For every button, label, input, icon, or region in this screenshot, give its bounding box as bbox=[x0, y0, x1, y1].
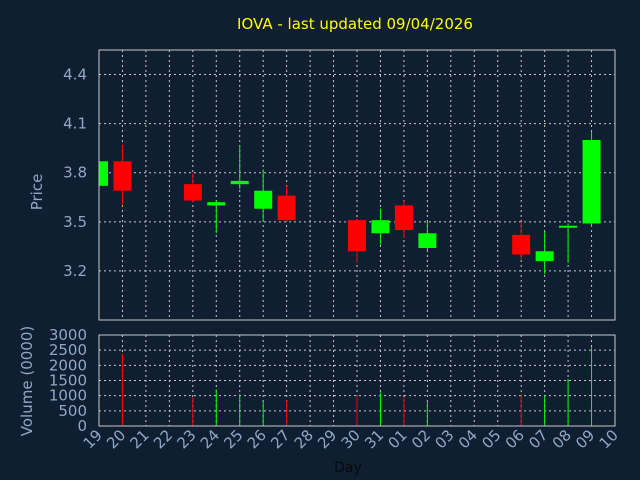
candle-07 bbox=[535, 231, 554, 275]
x-tick-label: 09 bbox=[572, 426, 598, 452]
volume-bars bbox=[121, 347, 593, 426]
volume-axis-title: Volume (0000) bbox=[18, 326, 36, 436]
volume-tick-label: 2500 bbox=[49, 341, 87, 359]
price-tick-label: 4.1 bbox=[63, 115, 87, 133]
candle-30 bbox=[348, 218, 366, 263]
volume-panel-frame bbox=[98, 334, 616, 427]
candle-27 bbox=[277, 185, 296, 222]
volume-tick-label: 2000 bbox=[49, 356, 87, 374]
candle-body bbox=[394, 205, 413, 230]
volume-tick-label: 1000 bbox=[49, 387, 87, 405]
candle-body bbox=[254, 190, 273, 209]
price-tick-label: 3.5 bbox=[63, 213, 87, 231]
x-tick-label: 31 bbox=[361, 426, 387, 452]
candle-23 bbox=[183, 172, 202, 203]
price-grid bbox=[98, 50, 616, 320]
candle-02 bbox=[418, 221, 437, 252]
x-tick-label: 29 bbox=[314, 426, 340, 452]
x-tick-label: 30 bbox=[338, 426, 364, 452]
x-tick-label: 22 bbox=[150, 426, 176, 452]
candle-body bbox=[230, 180, 249, 185]
x-tick-label: 25 bbox=[220, 426, 246, 452]
candle-body bbox=[99, 161, 108, 186]
price-tick-labels: 3.2 3.5 3.8 4.1 4.4 bbox=[63, 66, 87, 280]
candle-26 bbox=[254, 169, 273, 222]
candle-body bbox=[418, 233, 437, 248]
candle-06 bbox=[512, 221, 531, 260]
x-tick-label: 23 bbox=[173, 426, 199, 452]
candle-body bbox=[582, 140, 601, 224]
candle-24 bbox=[207, 200, 226, 234]
x-tick-label: 27 bbox=[267, 426, 293, 452]
candle-08 bbox=[559, 223, 578, 263]
candle-01 bbox=[394, 200, 413, 239]
candle-09 bbox=[582, 131, 601, 227]
x-axis-title: Day bbox=[334, 460, 362, 476]
x-tick-label: 10 bbox=[596, 426, 622, 452]
volume-tick-label: 0 bbox=[77, 417, 87, 435]
x-tick-label: 07 bbox=[525, 426, 551, 452]
candle-body bbox=[207, 202, 226, 206]
x-tick-label: 21 bbox=[127, 426, 153, 452]
candle-31 bbox=[371, 208, 390, 245]
volume-tick-label: 1500 bbox=[49, 372, 87, 390]
price-candles bbox=[98, 131, 601, 275]
candle-body bbox=[371, 220, 390, 234]
candle-body bbox=[183, 184, 202, 201]
x-tick-label: 06 bbox=[502, 426, 528, 452]
x-tick-label: 08 bbox=[549, 426, 575, 452]
candle-body bbox=[559, 225, 578, 228]
candle-body bbox=[512, 234, 531, 255]
price-tick-label: 3.8 bbox=[63, 164, 87, 182]
x-tick-labels: 1920212223242526272829303101020304050607… bbox=[80, 426, 622, 452]
volume-tick-label: 500 bbox=[58, 402, 87, 420]
candle-body bbox=[535, 251, 554, 262]
price-tick-label: 4.4 bbox=[63, 66, 87, 84]
candle-body bbox=[113, 161, 132, 191]
x-tick-label: 04 bbox=[455, 426, 481, 452]
x-tick-label: 24 bbox=[197, 426, 223, 452]
chart-title: IOVA - last updated 09/04/2026 bbox=[237, 15, 473, 33]
volume-tick-label: 3000 bbox=[49, 326, 87, 344]
x-tick-label: 03 bbox=[431, 426, 457, 452]
x-tick-label: 20 bbox=[103, 426, 129, 452]
price-tick-label: 3.2 bbox=[63, 262, 87, 280]
x-tick-label: 05 bbox=[478, 426, 504, 452]
candle-19 bbox=[98, 159, 108, 188]
x-tick-label: 02 bbox=[408, 426, 434, 452]
x-tick-label: 28 bbox=[291, 426, 317, 452]
candle-body bbox=[348, 220, 366, 252]
candle-20 bbox=[113, 144, 132, 206]
x-tick-label: 26 bbox=[244, 426, 270, 452]
candle-25 bbox=[230, 144, 249, 190]
price-panel-frame bbox=[98, 49, 616, 321]
candle-body bbox=[277, 195, 296, 221]
price-axis-title: Price bbox=[28, 174, 46, 211]
x-tick-label: 01 bbox=[385, 426, 411, 452]
